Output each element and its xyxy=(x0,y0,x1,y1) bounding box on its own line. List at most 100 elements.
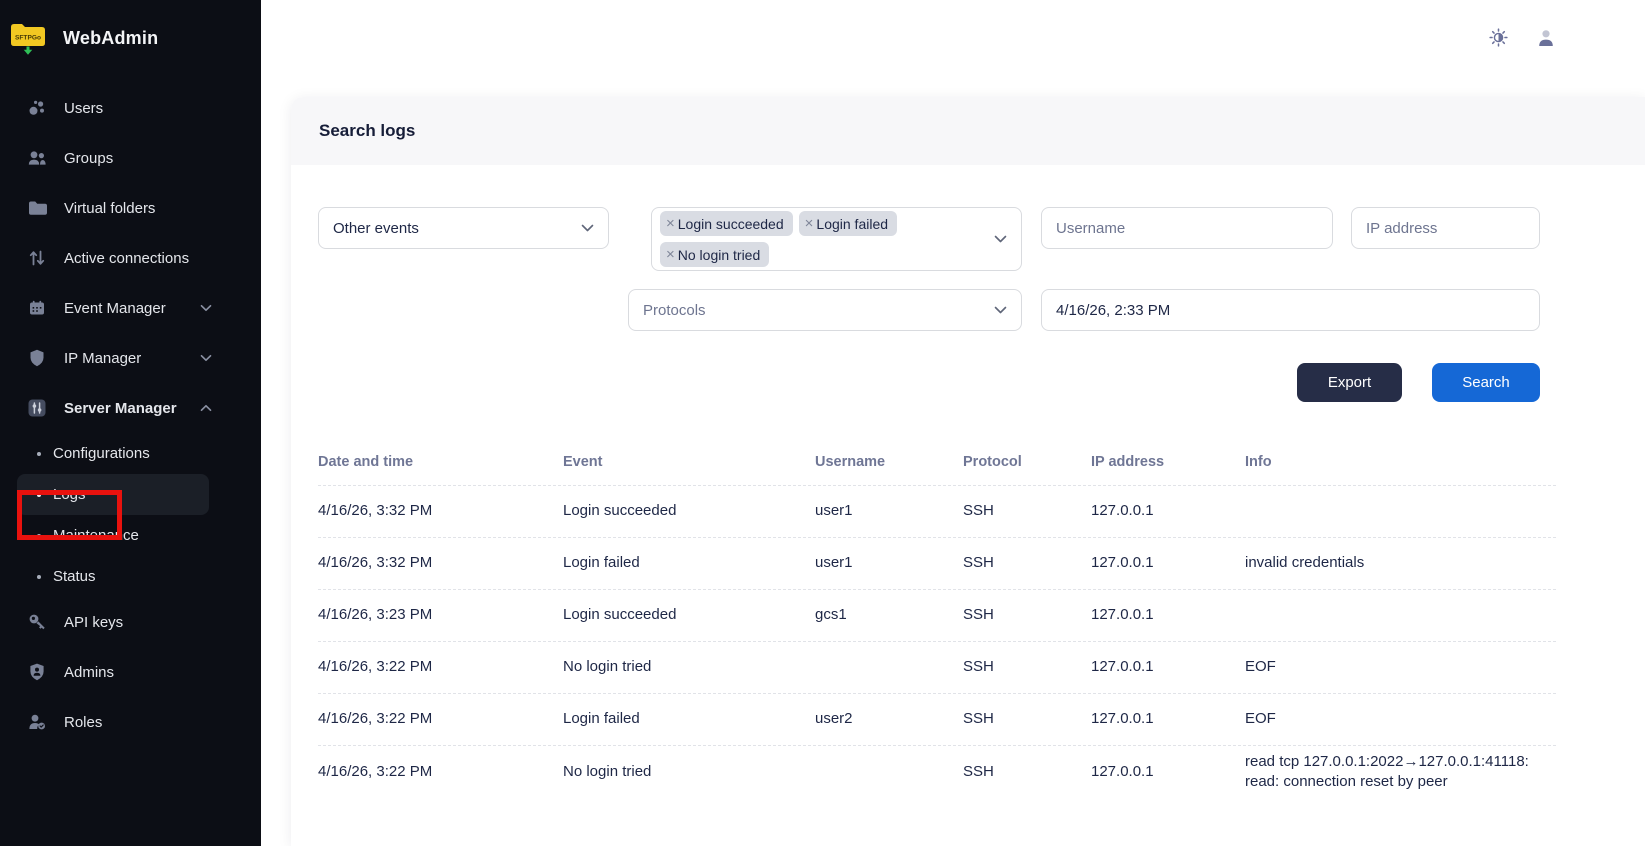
chevron-up-icon xyxy=(200,404,212,412)
theme-toggle-icon[interactable] xyxy=(1489,28,1508,47)
sidebar: SFTPGo WebAdmin Users xyxy=(0,0,261,846)
sidebar-item-label: Active connections xyxy=(64,249,190,267)
cell-protocol: SSH xyxy=(963,658,994,676)
sidebar-item-event-manager[interactable]: Event Manager xyxy=(0,283,261,333)
cell-datetime: 4/16/26, 3:32 PM xyxy=(318,554,433,572)
search-button[interactable]: Search xyxy=(1432,363,1540,402)
sidebar-item-groups[interactable]: Groups xyxy=(0,133,261,183)
sidebar-item-ip-manager[interactable]: IP Manager xyxy=(0,333,261,383)
cell-event: Login failed xyxy=(563,710,640,728)
svg-text:SFTPGo: SFTPGo xyxy=(15,35,41,42)
remove-tag-icon[interactable]: × xyxy=(666,246,675,263)
bullet-icon xyxy=(37,492,41,497)
ip-address-input[interactable] xyxy=(1366,219,1525,237)
start-datetime-input[interactable] xyxy=(1056,301,1525,319)
chevron-down-icon xyxy=(200,304,212,312)
sidebar-item-label: Event Manager xyxy=(64,299,166,317)
sidebar-subitem-status[interactable]: Status xyxy=(17,556,209,597)
sidebar-subitem-logs[interactable]: Logs xyxy=(17,474,209,515)
sidebar-subitem-configurations[interactable]: Configurations xyxy=(17,433,209,474)
table-row: 4/16/26, 3:22 PM No login tried SSH 127.… xyxy=(318,745,1556,799)
protocols-select[interactable]: Protocols xyxy=(628,289,1022,331)
cell-event: No login tried xyxy=(563,658,652,676)
user-profile-icon[interactable] xyxy=(1536,28,1556,48)
cell-info: read tcp 127.0.0.1:2022→127.0.0.1:41118:… xyxy=(1245,753,1529,791)
event-tag-chip: × Login succeeded xyxy=(660,211,793,236)
remove-tag-icon[interactable]: × xyxy=(804,215,814,232)
cell-info: EOF xyxy=(1245,658,1276,676)
arrows-vertical-icon xyxy=(27,248,47,268)
event-tags-multiselect[interactable]: × Login succeeded × Login failed × No lo… xyxy=(651,207,1022,271)
username-input[interactable] xyxy=(1056,219,1318,237)
search-logs-card: Search logs Other events × Login succeed… xyxy=(291,97,1645,846)
admin-badge-icon xyxy=(27,662,47,682)
sidebar-item-active-connections[interactable]: Active connections xyxy=(0,233,261,283)
sliders-icon xyxy=(27,398,47,418)
export-button[interactable]: Export xyxy=(1297,363,1402,402)
datetime-field-wrap xyxy=(1041,289,1540,331)
event-type-value: Other events xyxy=(333,219,419,237)
remove-tag-icon[interactable]: × xyxy=(666,215,675,232)
shield-icon xyxy=(27,348,47,368)
cell-protocol: SSH xyxy=(963,763,994,781)
groups-icon xyxy=(27,148,47,168)
cell-event: Login succeeded xyxy=(563,606,677,624)
table-header-row: Date and time Event Username Protocol IP… xyxy=(318,441,1556,485)
cell-protocol: SSH xyxy=(963,606,994,624)
ip-field-wrap xyxy=(1351,207,1540,249)
app-title: WebAdmin xyxy=(63,28,159,48)
sidebar-item-virtual-folders[interactable]: Virtual folders xyxy=(0,183,261,233)
cell-protocol: SSH xyxy=(963,710,994,728)
table-row: 4/16/26, 3:22 PM No login tried SSH 127.… xyxy=(318,641,1556,693)
sidebar-item-roles[interactable]: Roles xyxy=(0,697,261,747)
chevron-down-icon xyxy=(994,235,1007,243)
sidebar-item-label: IP Manager xyxy=(64,349,142,367)
cell-protocol: SSH xyxy=(963,554,994,572)
cell-datetime: 4/16/26, 3:32 PM xyxy=(318,502,433,520)
brand: SFTPGo WebAdmin xyxy=(0,0,261,58)
cell-datetime: 4/16/26, 3:22 PM xyxy=(318,658,433,676)
cell-datetime: 4/16/26, 3:23 PM xyxy=(318,606,433,624)
column-header: Username xyxy=(815,454,886,471)
calendar-icon xyxy=(27,298,47,318)
cell-datetime: 4/16/26, 3:22 PM xyxy=(318,710,433,728)
cell-datetime: 4/16/26, 3:22 PM xyxy=(318,763,433,781)
sidebar-item-label: Server Manager xyxy=(64,399,177,417)
sidebar-nav: Users Groups Virtual folders xyxy=(0,83,261,747)
folder-icon xyxy=(27,198,47,218)
sidebar-item-users[interactable]: Users xyxy=(0,83,261,133)
sidebar-subitem-maintenance[interactable]: Maintenance xyxy=(17,515,209,556)
sidebar-item-label: Admins xyxy=(64,663,115,681)
table-row: 4/16/26, 3:32 PM Login succeeded user1 S… xyxy=(318,485,1556,537)
sidebar-subitem-label: Status xyxy=(53,568,96,585)
cell-protocol: SSH xyxy=(963,502,994,520)
bullet-icon xyxy=(37,574,41,579)
table-row: 4/16/26, 3:23 PM Login succeeded gcs1 SS… xyxy=(318,589,1556,641)
cell-username: user2 xyxy=(815,710,853,728)
cell-username: gcs1 xyxy=(815,606,847,624)
column-header: Protocol xyxy=(963,454,1022,471)
cell-info xyxy=(1245,506,1556,518)
event-tag-chip: × Login failed xyxy=(798,211,898,236)
server-manager-submenu: Configurations Logs Maintenance Status xyxy=(0,433,261,597)
cell-info xyxy=(1245,610,1556,622)
bullet-icon xyxy=(37,451,41,456)
sidebar-item-server-manager[interactable]: Server Manager xyxy=(0,383,261,433)
sidebar-subitem-label: Configurations xyxy=(53,445,150,462)
page-title: Search logs xyxy=(319,121,416,140)
cell-ip: 127.0.0.1 xyxy=(1091,606,1154,624)
table-row: 4/16/26, 3:22 PM Login failed user2 SSH … xyxy=(318,693,1556,745)
sidebar-item-api-keys[interactable]: API keys xyxy=(0,597,261,647)
bullet-icon xyxy=(37,533,41,538)
cell-event: Login failed xyxy=(563,554,640,572)
sidebar-item-admins[interactable]: Admins xyxy=(0,647,261,697)
filters-panel: Other events × Login succeeded × Login f… xyxy=(291,165,1645,441)
main-area: Search logs Other events × Login succeed… xyxy=(261,0,1645,846)
sidebar-item-label: Virtual folders xyxy=(64,199,156,217)
event-type-select[interactable]: Other events xyxy=(318,207,609,249)
cell-username: user1 xyxy=(815,502,853,520)
event-tag-chip: × No login tried xyxy=(660,242,770,267)
chevron-down-icon xyxy=(200,354,212,362)
column-header: Event xyxy=(563,454,603,471)
